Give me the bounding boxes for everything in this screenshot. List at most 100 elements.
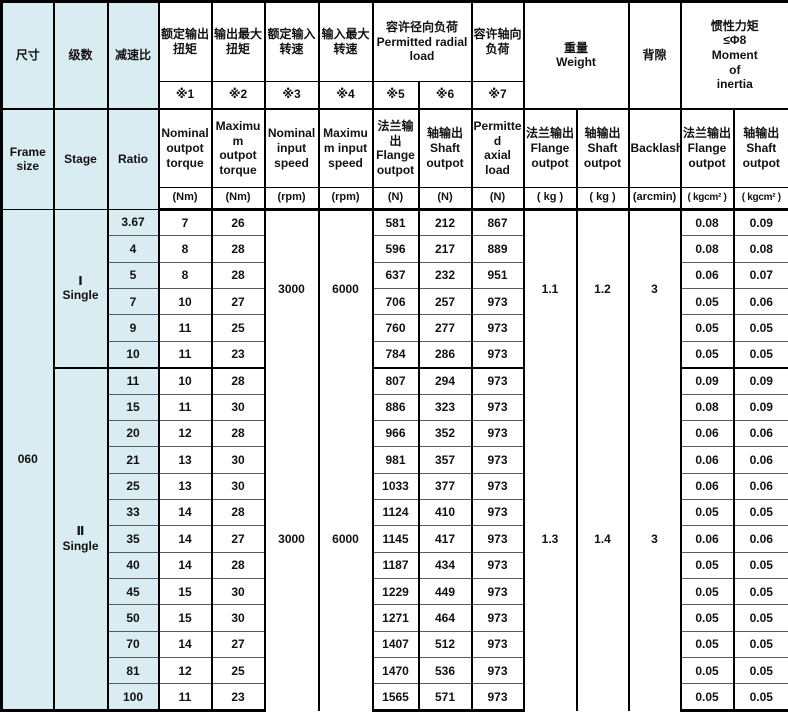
inertia-flange-cell: 0.08 bbox=[679, 393, 735, 421]
inertia-shaft-cell: 0.06 bbox=[732, 419, 788, 448]
unit-max-output-torque: (Nm) bbox=[210, 187, 266, 211]
axial-load-cell: 973 bbox=[470, 630, 525, 659]
inertia-flange-cell: 0.05 bbox=[679, 340, 735, 369]
axial-load-cell: 973 bbox=[470, 446, 525, 474]
ratio-cell: 9 bbox=[106, 314, 160, 342]
radial-shaft-cell: 377 bbox=[417, 472, 473, 500]
table-row: 100 11 23 1565 571 973 0.05 0.05 bbox=[2, 683, 788, 711]
header-ref-5: ※5 bbox=[371, 81, 420, 110]
unit-max-input-speed: (rpm) bbox=[317, 187, 374, 211]
radial-flange-cell: 807 bbox=[371, 366, 420, 395]
radial-shaft-cell: 286 bbox=[417, 340, 473, 369]
inertia-shaft-cell: 0.05 bbox=[732, 657, 788, 685]
radial-flange-cell: 581 bbox=[371, 208, 420, 237]
header-ratio-en: Ratio bbox=[106, 108, 160, 210]
unit-weight-flange: ( kg ) bbox=[522, 187, 578, 211]
table-row: 10 11 23 784 286 973 0.05 0.05 bbox=[2, 340, 788, 369]
radial-shaft-cell: 232 bbox=[417, 261, 473, 290]
nominal-output-torque-cell: 13 bbox=[157, 472, 213, 500]
nominal-output-torque-cell: 11 bbox=[157, 340, 213, 369]
header-radial-load: 容许径向负荷 Permitted radial load bbox=[371, 1, 473, 82]
axial-load-cell: 973 bbox=[470, 340, 525, 369]
nominal-output-torque-cell: 10 bbox=[157, 288, 213, 316]
inertia-shaft-cell: 0.09 bbox=[732, 393, 788, 421]
weight-flange-cell: 1.1 bbox=[522, 208, 578, 368]
header-ref-3: ※3 bbox=[263, 81, 320, 110]
radial-shaft-cell: 410 bbox=[417, 498, 473, 527]
header-ref-2: ※2 bbox=[210, 81, 266, 110]
max-output-torque-cell: 27 bbox=[210, 525, 266, 553]
radial-flange-cell: 784 bbox=[371, 340, 420, 369]
max-output-torque-cell: 28 bbox=[210, 235, 266, 263]
ratio-cell: 11 bbox=[106, 366, 160, 395]
radial-flange-cell: 966 bbox=[371, 419, 420, 448]
header-frame-size-cn: 尺寸 bbox=[0, 1, 55, 110]
backlash-cell: 3 bbox=[627, 208, 682, 368]
inertia-shaft-cell: 0.05 bbox=[732, 314, 788, 342]
inertia-flange-cell: 0.08 bbox=[679, 208, 735, 237]
header-inertia-flange-output: 法兰输出 Flange outpot bbox=[679, 108, 735, 188]
ratio-cell: 10 bbox=[106, 340, 160, 369]
radial-shaft-cell: 212 bbox=[417, 208, 473, 237]
radial-flange-cell: 1124 bbox=[371, 498, 420, 527]
radial-flange-cell: 886 bbox=[371, 393, 420, 421]
stage-cell: Ⅰ Single bbox=[52, 208, 109, 369]
inertia-flange-cell: 0.05 bbox=[679, 498, 735, 527]
radial-shaft-cell: 357 bbox=[417, 446, 473, 474]
inertia-flange-cell: 0.08 bbox=[679, 235, 735, 263]
inertia-shaft-cell: 0.06 bbox=[732, 525, 788, 553]
ratio-cell: 4 bbox=[106, 235, 160, 263]
axial-load-cell: 973 bbox=[470, 419, 525, 448]
radial-flange-cell: 760 bbox=[371, 314, 420, 342]
nominal-output-torque-cell: 14 bbox=[157, 498, 213, 527]
table-row: 45 15 30 1229 449 973 0.05 0.05 bbox=[2, 578, 788, 606]
header-weight-shaft-output: 轴输出 Shaft outpot bbox=[575, 108, 630, 188]
inertia-flange-cell: 0.06 bbox=[679, 419, 735, 448]
inertia-flange-cell: 0.06 bbox=[679, 472, 735, 500]
header-backlash-en: Backlash bbox=[627, 108, 682, 188]
axial-load-cell: 973 bbox=[470, 498, 525, 527]
ratio-cell: 15 bbox=[106, 393, 160, 421]
table-row: Ⅱ Single 11 10 28 3000 6000 807 294 973 1.3 1.4 3 0.… bbox=[2, 366, 788, 711]
header-weight: 重量 Weight bbox=[522, 1, 630, 110]
nominal-output-torque-cell: 11 bbox=[157, 683, 213, 711]
radial-shaft-cell: 417 bbox=[417, 525, 473, 553]
unit-axial: (N) bbox=[470, 187, 525, 211]
radial-flange-cell: 1033 bbox=[371, 472, 420, 500]
table-row: 4 8 28 596 217 889 0.08 0.08 bbox=[2, 235, 788, 263]
ratio-cell: 33 bbox=[106, 498, 160, 527]
max-output-torque-cell: 27 bbox=[210, 288, 266, 316]
inertia-shaft-cell: 0.05 bbox=[732, 340, 788, 369]
table-row: 35 14 27 1145 417 973 0.06 0.06 bbox=[2, 525, 788, 553]
header-axial-load-cn: 容许轴向 负荷 bbox=[470, 1, 525, 82]
axial-load-cell: 973 bbox=[470, 657, 525, 685]
header-ref-6: ※6 bbox=[417, 81, 473, 110]
header-max-output-torque-cn: 输出最大 扭矩 bbox=[210, 1, 266, 82]
radial-flange-cell: 1187 bbox=[371, 551, 420, 580]
header-max-input-speed-en: Maximu m input speed bbox=[317, 108, 374, 188]
table-row: 33 14 28 1124 410 973 0.05 0.05 bbox=[2, 498, 788, 527]
inertia-shaft-cell: 0.09 bbox=[732, 366, 788, 395]
inertia-shaft-cell: 0.05 bbox=[732, 683, 788, 711]
inertia-flange-cell: 0.09 bbox=[679, 366, 735, 395]
inertia-shaft-cell: 0.05 bbox=[732, 604, 788, 632]
radial-shaft-cell: 352 bbox=[417, 419, 473, 448]
unit-weight-shaft: ( kg ) bbox=[575, 187, 630, 211]
header-stage-en: Stage bbox=[52, 108, 109, 210]
inertia-shaft-cell: 0.06 bbox=[732, 472, 788, 500]
header-nominal-output-torque-en: Nominal outpot torque bbox=[157, 108, 213, 188]
inertia-flange-cell: 0.05 bbox=[679, 683, 735, 711]
axial-load-cell: 973 bbox=[470, 551, 525, 580]
radial-shaft-cell: 449 bbox=[417, 578, 473, 606]
inertia-flange-cell: 0.05 bbox=[679, 604, 735, 632]
axial-load-cell: 973 bbox=[470, 314, 525, 342]
unit-radial-shaft: (N) bbox=[417, 187, 473, 211]
inertia-shaft-cell: 0.05 bbox=[732, 498, 788, 527]
ratio-cell: 21 bbox=[106, 446, 160, 474]
backlash-cell: 3 bbox=[627, 367, 682, 711]
radial-flange-cell: 1145 bbox=[371, 525, 420, 553]
max-output-torque-cell: 25 bbox=[210, 657, 266, 685]
header-ratio-cn: 减速比 bbox=[106, 1, 160, 110]
table-row: 50 15 30 1271 464 973 0.05 0.05 bbox=[2, 604, 788, 632]
